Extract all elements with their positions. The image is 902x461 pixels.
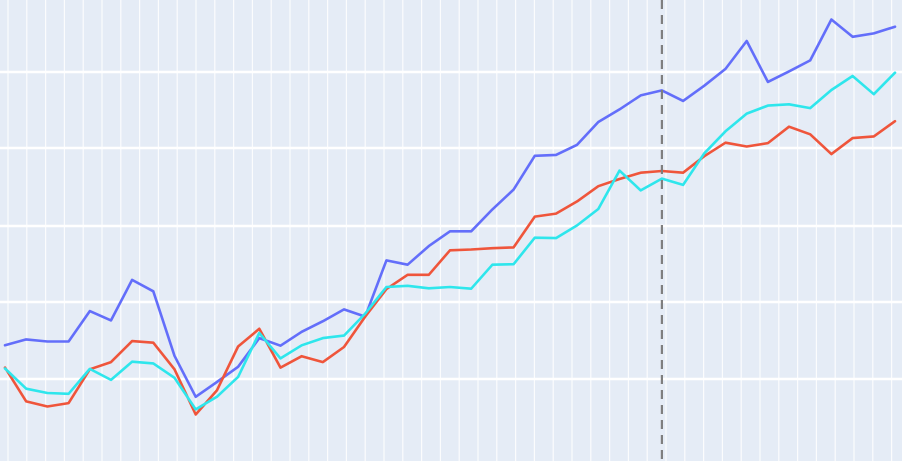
horizontal-gridlines <box>0 70 902 381</box>
series-line-3 <box>3 71 897 411</box>
series-layer <box>3 18 897 416</box>
series-line-1 <box>3 18 897 399</box>
series-line-2 <box>3 119 897 416</box>
vertical-gridlines <box>7 0 893 461</box>
